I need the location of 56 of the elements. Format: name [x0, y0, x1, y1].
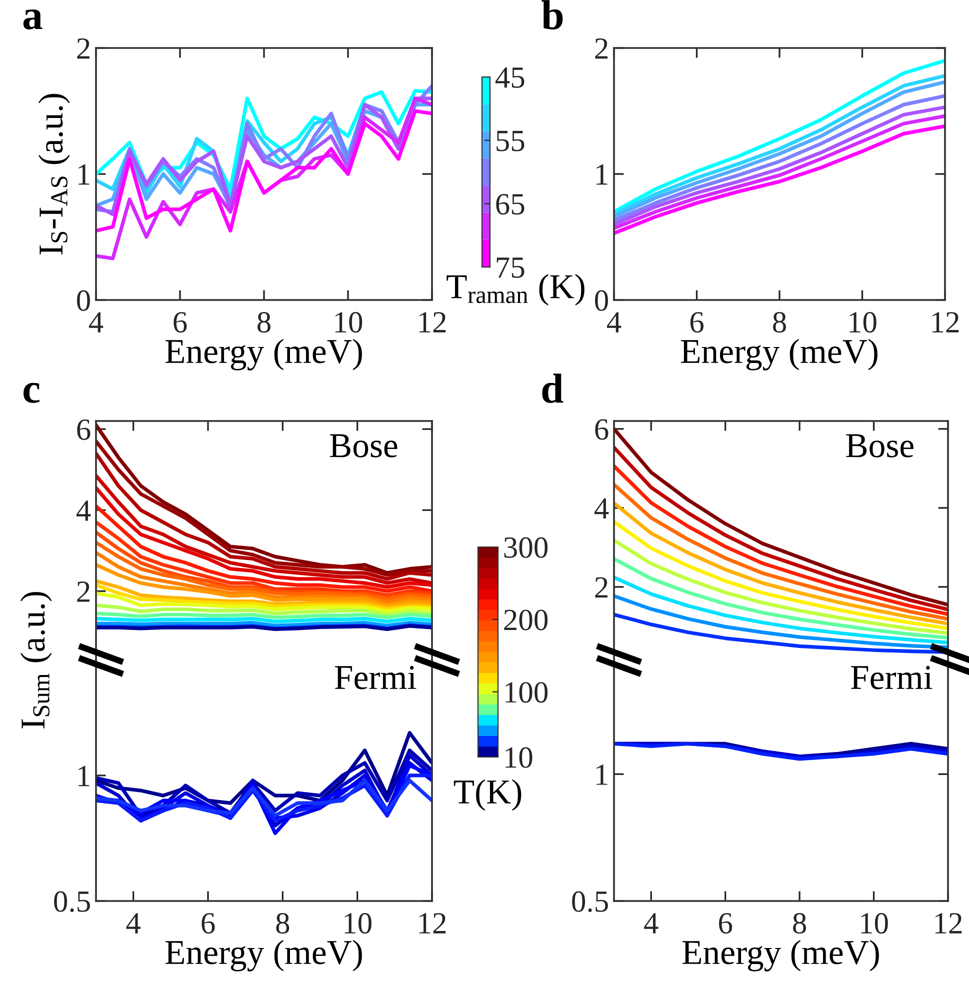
y-tick-label: 6 — [595, 419, 608, 440]
x-tick-label: 10 — [344, 912, 372, 934]
color-bar-label: 200 — [504, 610, 548, 630]
y-tick-label: 6 — [77, 419, 90, 440]
x-tick-label: 12 — [935, 913, 962, 934]
color-bar-label: 10 — [506, 747, 532, 768]
y-tick-label: 0 — [595, 290, 608, 311]
x-tick-label: 12 — [419, 312, 446, 332]
annotation: Fermi — [851, 666, 932, 690]
annotation: Bose — [846, 434, 914, 458]
x-tick-label: 8 — [276, 912, 290, 934]
y-tick-label: 4 — [594, 498, 609, 519]
x-tick-label: 6 — [202, 913, 215, 934]
x-axis-title: Energy (meV) — [681, 338, 878, 370]
x-tick-label: 10 — [861, 912, 888, 934]
y-tick-label: 4 — [76, 500, 91, 521]
x-tick-label: 6 — [719, 913, 732, 934]
x-axis-title: Energy (meV) — [166, 940, 362, 972]
x-tick-label: 12 — [932, 312, 959, 332]
y-tick-label: 1 — [78, 164, 90, 185]
color-bar-label: 45 — [495, 67, 524, 88]
x-tick-label: 6 — [690, 312, 704, 333]
y-tick-label: 2 — [595, 577, 608, 598]
x-tick-label: 8 — [793, 912, 806, 934]
x-tick-label: 10 — [335, 312, 362, 333]
x-tick-label: 4 — [644, 913, 658, 934]
x-axis-title: Energy (meV) — [682, 940, 879, 972]
y-tick-label: 2 — [595, 38, 608, 59]
chart-title: c — [24, 382, 40, 403]
x-axis-title: Energy (meV) — [166, 338, 362, 370]
x-tick-label: 8 — [773, 312, 786, 333]
color-bar-label: 65 — [496, 194, 524, 215]
x-tick-label: 4 — [126, 913, 140, 934]
y-tick-label: 0 — [77, 290, 90, 311]
annotation: Fermi — [334, 666, 416, 690]
y-tick-label: 0.5 — [572, 891, 608, 912]
color-bar-label: 100 — [506, 682, 548, 703]
color-bar-title: T(K) — [454, 779, 522, 811]
x-tick-label: 12 — [419, 913, 446, 934]
y-tick-label: 2 — [77, 38, 90, 59]
annotation: Bose — [330, 434, 398, 458]
y-tick-label: 1 — [596, 164, 608, 185]
y-tick-label: 1 — [78, 766, 90, 786]
x-tick-label: 10 — [850, 312, 876, 333]
color-bar-label: 55 — [496, 130, 524, 152]
x-tick-label: 6 — [174, 312, 187, 333]
color-bar-label: 300 — [504, 537, 548, 558]
chart-title: d — [542, 374, 564, 403]
x-tick-label: 8 — [258, 312, 270, 333]
y-axis-title: I$_{S}$-I$_{AS}$ (a.u.) — [38, 94, 70, 255]
y-axis-title: I$_{Sum}$ (a.u.) — [20, 592, 52, 728]
y-tick-label: 2 — [77, 582, 90, 602]
chart-title: a — [23, 9, 42, 30]
y-tick-label: 0.5 — [54, 891, 90, 912]
y-tick-label: 1 — [596, 764, 608, 785]
chart-title: b — [542, 0, 563, 30]
